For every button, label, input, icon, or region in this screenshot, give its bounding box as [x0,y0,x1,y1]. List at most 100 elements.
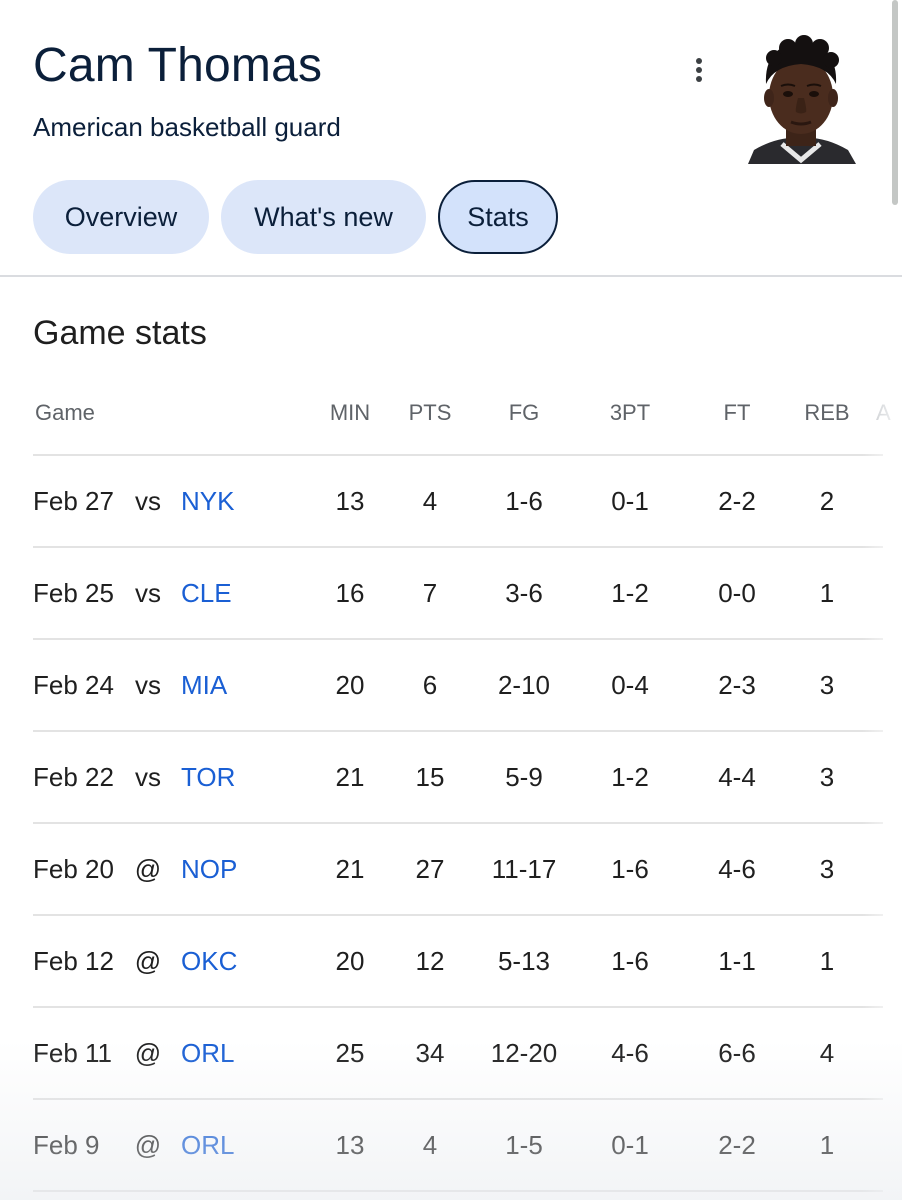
cell-pts: 27 [415,854,445,884]
kebab-dot [696,58,702,64]
row-divider [33,730,883,732]
panel-header: Cam Thomas American basketball guard [0,0,902,276]
cell-ft: 1-1 [718,946,756,976]
table-row[interactable]: Feb 20 @ NOP 21 27 11-17 1-6 4-6 3 [0,822,902,914]
cell-pts: 6 [422,670,438,700]
column-header-pts: PTS [408,400,452,425]
cell-3pt: 1-6 [611,946,649,976]
tab-whats-new[interactable]: What's new [221,180,426,254]
cell-fg: 5-13 [497,946,551,976]
cell-opponent[interactable]: TOR [181,762,236,792]
cell-fg: 2-10 [497,670,551,700]
cell-opponent[interactable]: CLE [181,578,232,608]
row-divider [33,638,883,640]
row-divider [33,546,883,548]
cell-date: Feb 24 [33,670,114,700]
column-header-ast: A [876,400,891,425]
cell-location: vs [135,670,161,700]
cell-date: Feb 11 [33,1038,113,1068]
cell-min: 20 [335,946,365,976]
table-row[interactable]: Feb 27 vs NYK 13 4 1-6 0-1 2-2 2 [0,454,902,546]
cell-min: 13 [335,1130,365,1160]
kebab-dot [696,76,702,82]
row-divider [33,1190,883,1192]
table-row[interactable]: Feb 24 vs MIA 20 6 2-10 0-4 2-3 3 [0,638,902,730]
cell-location: @ [134,1038,162,1068]
cell-3pt: 0-1 [611,1130,649,1160]
cell-reb: 2 [819,486,835,516]
more-options-icon[interactable] [684,52,714,88]
cell-3pt: 1-2 [611,578,649,608]
cell-reb: 1 [819,946,835,976]
cell-reb: 3 [819,854,835,884]
table-row[interactable]: Feb 25 vs CLE 16 7 3-6 1-2 0-0 1 [0,546,902,638]
cell-ft: 2-3 [718,670,756,700]
cell-3pt: 1-2 [611,762,649,792]
cell-opponent[interactable]: ORL [181,1038,235,1068]
player-name: Cam Thomas [33,39,323,92]
column-header-game: Game [35,400,95,425]
cell-min: 20 [335,670,365,700]
cell-reb: 1 [819,1130,835,1160]
tab-overview[interactable]: Overview [33,180,209,254]
cell-3pt: 0-4 [611,670,649,700]
cell-ft: 4-6 [718,854,756,884]
cell-opponent[interactable]: NOP [181,854,238,884]
cell-fg: 12-20 [490,1038,558,1068]
cell-date: Feb 25 [33,578,114,608]
cell-opponent[interactable]: NYK [181,486,235,516]
cell-fg: 5-9 [505,762,543,792]
cell-opponent[interactable]: ORL [181,1130,235,1160]
cell-min: 16 [335,578,365,608]
cell-ft: 2-2 [718,486,756,516]
cell-opponent[interactable]: MIA [181,670,228,700]
cell-min: 25 [335,1038,365,1068]
header-divider [0,275,902,277]
table-row[interactable]: Feb 11 @ ORL 25 34 12-20 4-6 6-6 4 [0,1006,902,1098]
cell-reb: 3 [819,762,835,792]
cell-location: vs [135,762,161,792]
column-header-fg: FG [508,400,540,425]
row-divider [33,822,883,824]
cell-3pt: 4-6 [611,1038,649,1068]
cell-pts: 34 [415,1038,445,1068]
page-scrollbar[interactable] [892,0,898,205]
cell-location: @ [134,1130,162,1160]
cell-opponent[interactable]: OKC [181,946,238,976]
cell-ft: 0-0 [718,578,756,608]
cell-reb: 4 [819,1038,835,1068]
cell-pts: 15 [415,762,445,792]
cell-pts: 4 [422,1130,438,1160]
section-title: Game stats [33,314,207,352]
cell-date: Feb 20 [33,854,114,884]
cell-location: @ [134,854,162,884]
table-header: Game MIN PTS FG 3PT FT REB A [0,370,902,454]
table-row[interactable]: Feb 9 @ ORL 13 4 1-5 0-1 2-2 1 [0,1098,902,1190]
cell-pts: 7 [422,578,438,608]
cell-date: Feb 22 [33,762,114,792]
cell-reb: 3 [819,670,835,700]
table-row[interactable]: Feb 22 vs TOR 21 15 5-9 1-2 4-4 3 [0,730,902,822]
cell-location: vs [135,578,161,608]
cell-ft: 2-2 [718,1130,756,1160]
tab-stats[interactable]: Stats [438,180,558,254]
row-divider [33,914,883,916]
column-header-ft: FT [723,400,751,425]
row-divider [33,1006,883,1008]
kebab-dot [696,67,702,73]
player-photo[interactable] [738,32,864,164]
player-description: American basketball guard [33,112,341,142]
cell-ft: 4-4 [718,762,756,792]
cell-3pt: 0-1 [611,486,649,516]
column-header-3pt: 3PT [609,400,651,425]
cell-date: Feb 9 [33,1130,100,1160]
cell-fg: 1-5 [505,1130,543,1160]
cell-3pt: 1-6 [611,854,649,884]
cell-min: 13 [335,486,365,516]
table-row[interactable]: Feb 12 @ OKC 20 12 5-13 1-6 1-1 1 [0,914,902,1006]
cell-min: 21 [335,854,365,884]
row-divider [33,454,883,456]
cell-fg: 1-6 [505,486,543,516]
cell-date: Feb 27 [33,486,114,516]
